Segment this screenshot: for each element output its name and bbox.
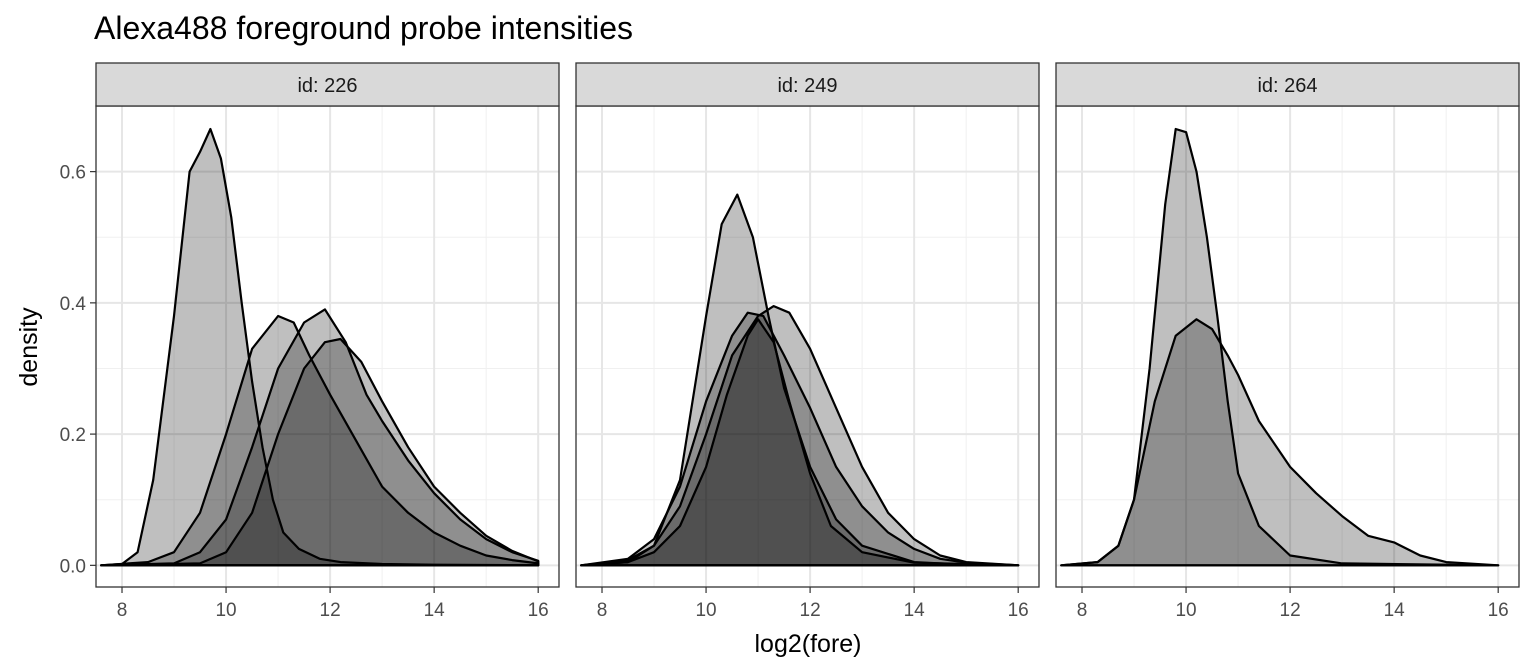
x-tick-label: 16 [1488, 600, 1509, 621]
panel-background [96, 106, 559, 587]
x-tick-label: 10 [215, 600, 236, 621]
y-axis-title: density [15, 307, 43, 387]
facet-panel: id: 226 8 10 12 14 16 [95, 62, 560, 621]
density-area [100, 314, 540, 567]
facet-strip-label: id: 226 [297, 75, 357, 97]
density-area [100, 337, 540, 567]
x-tick-label: 12 [1280, 600, 1301, 621]
x-tick-label: 14 [904, 600, 926, 621]
y-tick-label: 0.0 [60, 556, 86, 577]
density-area [1060, 318, 1500, 567]
x-tick-label: 16 [1008, 600, 1029, 621]
facet-panel: id: 264 8 10 12 14 16 [1055, 62, 1520, 621]
x-tick-label: 8 [1077, 600, 1088, 621]
facet-strip [95, 62, 560, 107]
y-tick-label: 0.4 [60, 294, 87, 315]
y-axis: 0.0 0.2 0.4 0.6 [60, 163, 96, 577]
x-tick-label: 12 [320, 600, 341, 621]
facet-strip-label: id: 249 [777, 75, 837, 97]
y-tick-label: 0.2 [60, 425, 86, 446]
chart-title: Alexa488 foreground probe intensities [94, 10, 633, 46]
x-tick-label: 14 [424, 600, 446, 621]
facet-panel: id: 249 8 10 12 14 16 [575, 62, 1040, 621]
panel-background [576, 106, 1039, 587]
facet-strip [575, 62, 1040, 107]
x-tick-label: 8 [117, 600, 128, 621]
y-tick-label: 0.6 [60, 163, 86, 184]
x-axis-title: log2(fore) [755, 630, 862, 658]
x-tick-label: 10 [1175, 600, 1196, 621]
facet-strip-label: id: 264 [1257, 75, 1317, 97]
x-tick-label: 12 [800, 600, 821, 621]
facet-panels: id: 226 8 10 12 14 16 id: 249 8 10 12 14 16 id: 264 8… [95, 62, 1520, 621]
density-area [580, 318, 1020, 567]
x-tick-label: 10 [695, 600, 716, 621]
density-area [100, 308, 540, 567]
x-tick-label: 8 [597, 600, 608, 621]
facet-strip [1055, 62, 1520, 107]
x-tick-label: 16 [528, 600, 549, 621]
density-area [100, 127, 540, 567]
panel-background [1056, 106, 1519, 587]
x-tick-label: 14 [1384, 600, 1406, 621]
